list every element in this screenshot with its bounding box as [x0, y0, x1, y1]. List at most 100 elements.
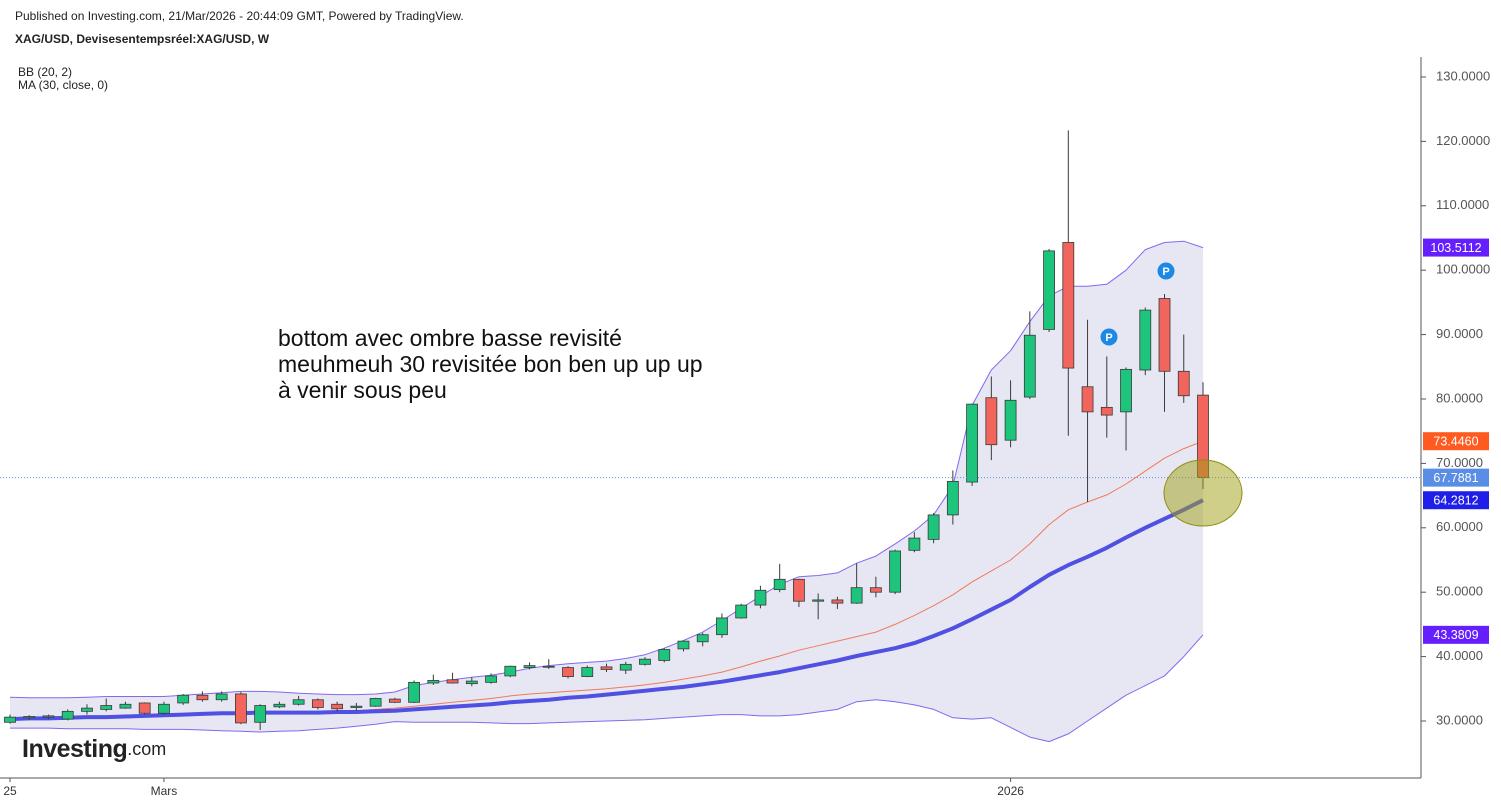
candle-body	[1081, 386, 1094, 413]
candle-body	[446, 679, 459, 684]
candle-body	[1004, 399, 1017, 441]
candle-body	[23, 716, 36, 719]
value-badge	[1423, 625, 1489, 644]
value-badge-label: 43.3809	[1433, 628, 1478, 642]
value-badge	[1423, 468, 1489, 487]
candle-body	[350, 705, 363, 708]
plot-area: 30.0000 40.0000 50.0000 60.0000 70.0000 80.00…	[0, 57, 1490, 798]
candle-body	[562, 667, 574, 677]
candle-body	[1062, 242, 1075, 369]
value-badge	[1423, 238, 1489, 257]
y-tick-label: 30.0000	[1436, 712, 1483, 727]
candle-body	[138, 702, 151, 714]
candle-body	[677, 640, 690, 650]
candle-body	[465, 680, 478, 685]
candle-body	[119, 703, 132, 709]
y-tick-label: 100.0000	[1436, 262, 1490, 277]
value-badge-label: 67.7881	[1433, 471, 1478, 485]
candle-body	[388, 698, 401, 703]
candle-body	[696, 634, 709, 643]
candle-body	[1158, 298, 1171, 372]
logo-suffix: .com	[127, 739, 166, 759]
band-upper	[9, 240, 1204, 699]
candle-body	[100, 705, 113, 710]
marker-badge	[1100, 328, 1118, 346]
symbol-line: XAG/USD, Devisesentempsréel:XAG/USD, W	[15, 32, 270, 46]
annotation-text: à venir sous peu	[278, 377, 447, 403]
candle-body	[542, 665, 555, 668]
candle-body	[812, 599, 825, 602]
logo: Investing.com	[22, 735, 166, 763]
value-badge	[1423, 491, 1489, 510]
candle-body	[369, 698, 382, 707]
candle-body	[1120, 368, 1132, 413]
candle-body	[639, 658, 651, 665]
candle-body	[850, 587, 863, 604]
candle-body	[235, 693, 247, 724]
candle-body	[1100, 406, 1113, 416]
y-tick-label: 40.0000	[1436, 648, 1483, 663]
candle-body	[600, 666, 613, 670]
candle-body	[61, 710, 74, 720]
marker-text: P	[1162, 266, 1169, 278]
marker-badge	[1157, 262, 1175, 280]
candle-body	[754, 589, 767, 606]
value-badge	[1423, 432, 1489, 451]
moving-average	[9, 498, 1204, 722]
value-badge-label: 73.4460	[1433, 434, 1478, 448]
y-tick-label: 80.0000	[1436, 390, 1483, 405]
highlight-ellipse	[1163, 459, 1243, 527]
candle-body	[273, 703, 286, 708]
candle-body	[1139, 309, 1152, 371]
annotation-text: meuhmeuh 30 revisitée bon ben up up up	[278, 351, 703, 377]
candle-body	[619, 663, 632, 671]
candle-body	[196, 694, 209, 701]
logo-main: Investing	[22, 735, 127, 763]
candle-body	[831, 599, 844, 604]
candle-body	[1043, 250, 1055, 330]
candle-body	[908, 537, 921, 551]
candle-body	[716, 617, 728, 636]
y-tick-label: 90.0000	[1436, 326, 1483, 341]
candle-body	[42, 715, 55, 718]
y-tick-label: 130.0000	[1436, 68, 1490, 83]
value-badge-label: 64.2812	[1433, 494, 1478, 508]
candle-body	[331, 703, 344, 710]
candle-body	[311, 699, 324, 708]
y-tick-label: 70.0000	[1436, 455, 1483, 470]
band-lower	[10, 634, 1204, 743]
y-tick-label: 60.0000	[1436, 519, 1483, 534]
candle-body	[869, 587, 882, 593]
candle-body	[889, 550, 902, 593]
candle-body	[215, 693, 228, 701]
candle-body	[793, 578, 805, 602]
y-tick-label: 110.0000	[1436, 197, 1489, 212]
candle-body	[966, 403, 978, 483]
candle-body	[485, 675, 497, 683]
candle-body	[504, 665, 517, 677]
candle-body	[581, 667, 594, 677]
candle-body	[292, 699, 305, 705]
candle-body	[1177, 370, 1190, 397]
published-line: Published on Investing.com, 21/Mar/2026 …	[15, 9, 464, 23]
candle-body	[81, 707, 93, 712]
value-badge-label: 103.5112	[1430, 241, 1481, 255]
candle-body	[1023, 334, 1036, 398]
x-tick-label: 25	[3, 784, 17, 798]
x-tick-label: 2026	[997, 784, 1024, 798]
candle-body	[735, 604, 748, 619]
candle-body	[523, 665, 536, 668]
legend-entry: BB (20, 2)	[18, 65, 72, 79]
x-tick-label: Mars	[151, 784, 178, 798]
candle-body	[658, 649, 671, 661]
overlay-shapes: P P	[1100, 262, 1243, 527]
candle-body	[254, 705, 267, 723]
legend-entry: MA (30, close, 0)	[18, 78, 108, 92]
candle-body	[985, 397, 998, 446]
candle-body	[177, 694, 190, 704]
y-tick-label: 50.0000	[1436, 584, 1483, 599]
annotation-text: bottom avec ombre basse revisité	[278, 325, 622, 351]
candle-body	[946, 481, 959, 516]
